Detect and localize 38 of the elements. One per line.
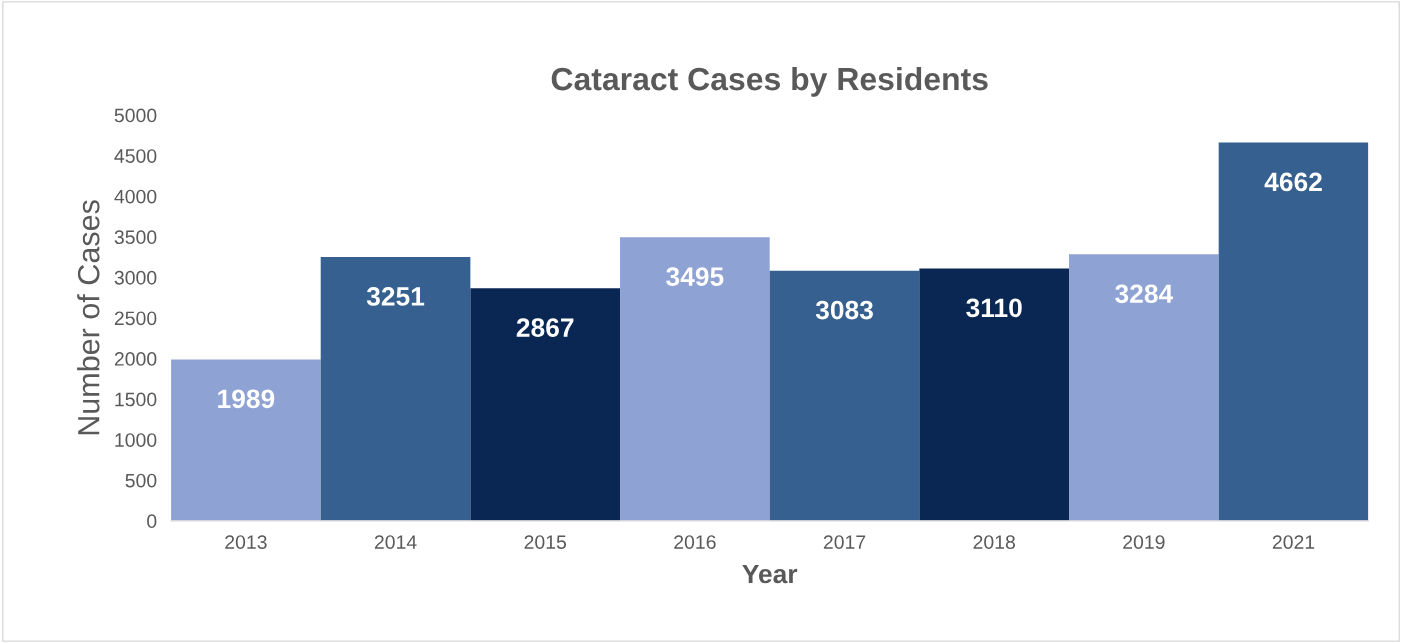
x-axis-title: Year <box>742 564 798 584</box>
data-label: 4662 <box>1264 172 1322 192</box>
data-label: 3495 <box>666 267 724 287</box>
x-tick-label: 2016 <box>674 535 716 549</box>
x-tick-label: 2013 <box>225 535 267 549</box>
data-label: 1989 <box>218 389 275 409</box>
bar <box>1069 254 1219 521</box>
data-label: 3083 <box>815 300 873 320</box>
bar <box>620 237 770 521</box>
x-tick-label: 2014 <box>374 535 417 549</box>
bar <box>1218 142 1369 521</box>
data-label: 3251 <box>366 287 425 306</box>
y-tick-label: 2000 <box>114 352 157 366</box>
y-tick-label: 4000 <box>114 189 157 204</box>
y-tick-label: 0 <box>147 514 157 529</box>
bar <box>919 268 1070 521</box>
bar <box>470 288 621 521</box>
y-tick-label: 1500 <box>115 392 157 407</box>
x-tick-label: 2019 <box>1123 535 1165 549</box>
y-tick-label: 3500 <box>114 230 157 245</box>
y-tick-label: 4500 <box>114 149 157 163</box>
x-tick-label: 2017 <box>823 535 866 549</box>
bar <box>320 257 471 521</box>
data-label: 2867 <box>516 318 574 337</box>
y-tick-label: 1000 <box>115 433 157 447</box>
y-tick-label: 2500 <box>114 311 157 326</box>
y-axis-title: Number of Cases <box>77 200 100 435</box>
x-tick-label: 2021 <box>1272 535 1315 549</box>
chart-title: Cataract Cases by Residents <box>551 66 988 97</box>
y-tick-label: 500 <box>125 473 157 488</box>
x-tick-label: 2018 <box>973 535 1015 549</box>
y-tick-label: 3000 <box>114 270 157 285</box>
bar <box>171 359 321 521</box>
data-label: 3110 <box>966 298 1022 318</box>
x-tick-label: 2015 <box>524 535 567 549</box>
y-tick-label: 5000 <box>114 108 157 123</box>
bar <box>769 270 920 521</box>
data-label: 3284 <box>1115 284 1174 304</box>
